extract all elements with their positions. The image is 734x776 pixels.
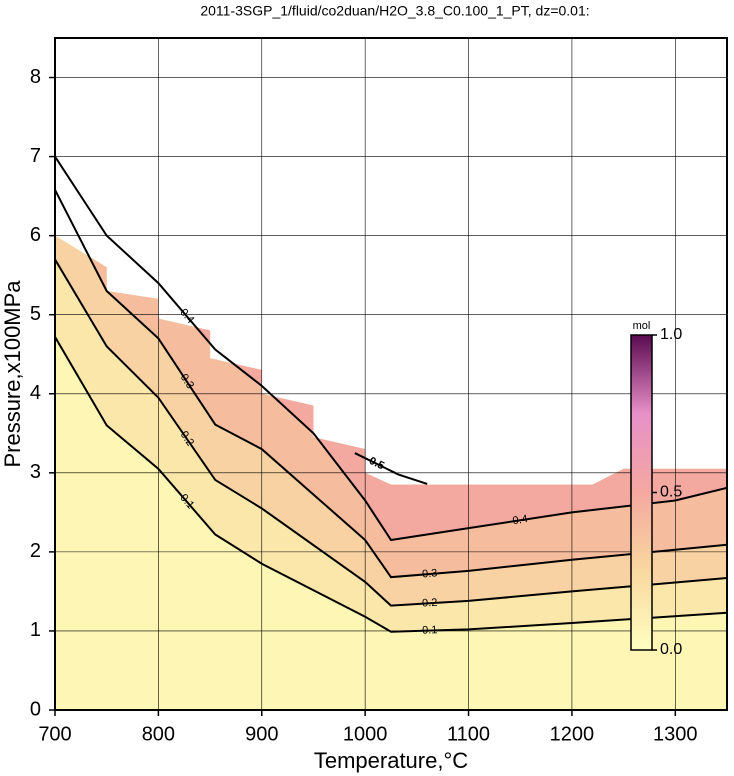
colorbar-tick-label: 0.5	[660, 484, 682, 501]
contour-line	[55, 156, 727, 542]
axes: 700 800 900 1000 1100 1200 1300 0 1 2 3 4 5 6 7 8 mol 0.0…	[30, 37, 728, 745]
x-tick-label: 700	[38, 723, 71, 745]
colorbar-label: mol	[633, 320, 651, 332]
contour-label: 0.1	[422, 624, 438, 636]
contour-line	[354, 452, 428, 485]
plot-frame	[54, 37, 728, 711]
y-axis-label: Pressure,x100MPa	[0, 280, 25, 468]
colorbar-tick-label: 0.0	[660, 641, 682, 658]
x-tick-label: 900	[245, 723, 278, 745]
contour-label: 0.2	[422, 597, 438, 610]
contour-line	[55, 258, 727, 607]
contour-label: 0.4	[512, 513, 529, 527]
contour-line	[55, 336, 727, 633]
colorbar	[630, 334, 653, 651]
chart-title: 2011-3SGP_1/fluid/co2duan/H2O_3.8_C0.100…	[200, 3, 589, 19]
y-tick-label: 3	[30, 461, 41, 483]
y-tick-label: 1	[30, 619, 41, 641]
y-tick-label: 7	[30, 145, 41, 167]
fills	[55, 38, 727, 710]
y-tick-label: 2	[30, 540, 41, 562]
y-tick-label: 5	[30, 303, 41, 325]
y-tick-label: 6	[30, 224, 41, 246]
x-tick-label: 1100	[447, 723, 490, 745]
y-tick-label: 8	[30, 66, 41, 88]
x-axis-label: Temperature,°C	[314, 748, 468, 773]
contour-label: 0.5	[367, 455, 386, 473]
x-tick-label: 800	[142, 723, 175, 745]
contour-line	[55, 189, 727, 579]
x-tick-label: 1300	[653, 723, 698, 745]
y-tick-label: 0	[30, 698, 41, 720]
contour-label: 0.3	[422, 567, 438, 580]
x-tick-label: 1200	[550, 723, 595, 745]
y-tick-label: 4	[30, 382, 41, 404]
x-tick-label: 1000	[343, 723, 388, 745]
colorbar-tick-label: 1.0	[660, 326, 682, 343]
